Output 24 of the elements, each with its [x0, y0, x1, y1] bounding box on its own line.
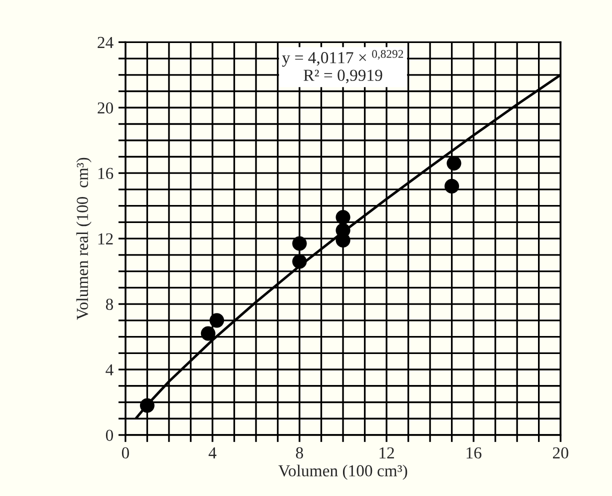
x-axis-title: Volumen (100 cm³)	[278, 464, 408, 480]
x-tick-label: 0	[122, 447, 129, 459]
x-tick-label: 4	[208, 447, 216, 458]
y-tick-label: 0	[106, 430, 114, 441]
x-tick-label: 8	[296, 447, 304, 459]
y-tick-label: 16	[98, 168, 114, 180]
y-tick-label: 20	[98, 102, 114, 114]
point	[336, 210, 350, 225]
point	[292, 236, 307, 251]
y-axis-title: Volumen real (100 cm³)	[76, 158, 92, 320]
y-tick-label: 24	[98, 36, 114, 48]
point	[444, 178, 460, 194]
annotation: y = 4,0117 × $^{0,8292}$ R² = 0,9919	[282, 50, 404, 84]
y-tick-label: 4	[106, 364, 114, 376]
point	[140, 398, 154, 413]
x-tick-label: 20	[552, 447, 568, 459]
y-tick-label: 8	[106, 298, 114, 310]
x-tick-label: 12	[380, 447, 394, 458]
x-tick-label: 16	[466, 447, 482, 459]
point	[210, 313, 224, 328]
y-tick-label: 12	[98, 233, 113, 244]
point	[200, 326, 216, 341]
point	[292, 254, 307, 269]
point	[446, 156, 462, 171]
